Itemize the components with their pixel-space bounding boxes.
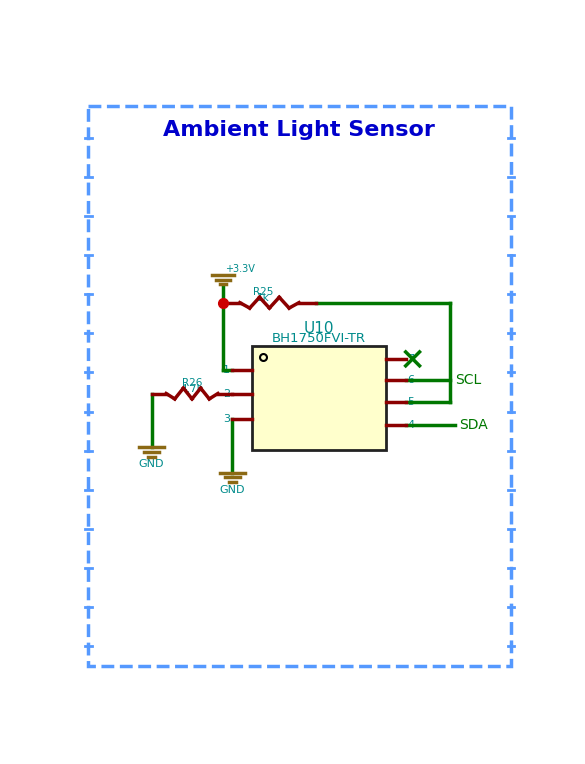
Text: +3.3V: +3.3V [225, 264, 256, 274]
Text: 4.7k: 4.7k [181, 384, 204, 394]
Text: ADDR: ADDR [259, 387, 300, 400]
Text: GND: GND [139, 459, 164, 469]
Text: R26: R26 [182, 377, 202, 388]
Text: SCL: SCL [354, 374, 380, 387]
Text: 7: 7 [407, 354, 414, 364]
Text: GND: GND [259, 412, 291, 426]
Text: VCC: VCC [259, 364, 288, 377]
Text: 2: 2 [223, 389, 230, 399]
Text: 1: 1 [223, 365, 230, 375]
Text: EP: EP [363, 352, 380, 366]
Text: 5: 5 [407, 397, 414, 407]
Text: Ambient Light Sensor: Ambient Light Sensor [163, 120, 435, 140]
Text: 6: 6 [407, 375, 414, 385]
Text: 3: 3 [223, 414, 230, 424]
Text: 4: 4 [407, 420, 414, 430]
Text: U10: U10 [304, 322, 334, 336]
Text: 1k: 1k [257, 293, 270, 303]
Text: BH1750FVI-TR: BH1750FVI-TR [272, 332, 366, 345]
Text: SDA: SDA [352, 418, 380, 432]
Bar [252, 346, 387, 450]
Text: SDA: SDA [460, 418, 488, 432]
Text: SCL: SCL [455, 374, 481, 387]
Text: R25: R25 [253, 286, 273, 297]
Text: DVI: DVI [356, 395, 380, 409]
Text: GND: GND [220, 485, 245, 495]
